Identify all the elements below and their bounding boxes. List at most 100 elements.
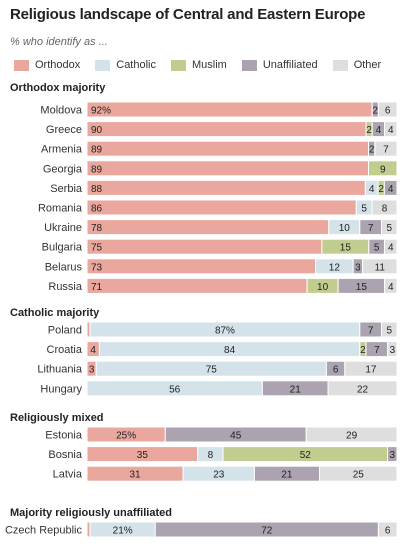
legend-swatch-orthodox [14, 59, 29, 71]
bar-segment-orthodox [86, 179, 366, 196]
data-label-unaffiliated: 45 [230, 431, 242, 442]
bar-segment-unaffiliated [387, 446, 398, 463]
bar-segment-other [362, 258, 398, 275]
data-label-other: 8 [382, 204, 388, 215]
data-label-muslim: 2 [360, 345, 366, 356]
bar-segment-other [374, 140, 398, 157]
bar-segment-orthodox [86, 160, 370, 177]
data-label-orthodox: 89 [91, 145, 103, 156]
data-label-orthodox: 90 [91, 125, 103, 136]
data-label-other: 5 [386, 223, 392, 234]
data-label-muslim: 15 [340, 243, 352, 254]
country-label: Czech Republic [5, 525, 83, 537]
data-label-other: 6 [385, 526, 391, 537]
data-label-orthodox: 25% [116, 431, 136, 442]
bar-segment-muslim [368, 160, 398, 177]
data-label-other: 7 [383, 145, 389, 156]
data-label-other: 25 [353, 470, 365, 481]
bar-segment-other [371, 199, 398, 216]
bar-segment-other [383, 238, 398, 255]
data-label-unaffiliated: 21 [281, 470, 293, 481]
country-label: Greece [46, 124, 82, 136]
legend-label-unaffiliated: Unaffiliated [262, 59, 318, 71]
data-label-catholic: 5 [361, 204, 367, 215]
country-label: Belarus [45, 261, 83, 273]
chart-subtitle: % who identify as ... [10, 36, 108, 48]
bar-segment-orthodox [86, 238, 323, 255]
country-label: Estonia [45, 430, 83, 442]
data-label-unaffiliated: 72 [261, 526, 273, 537]
legend-item-muslim: Muslim [171, 59, 227, 71]
data-label-other: 29 [346, 431, 358, 442]
country-label: Lithuania [37, 364, 83, 376]
bar-segment-other [381, 219, 398, 236]
data-label-catholic: 10 [339, 223, 351, 234]
legend-swatch-catholic [95, 59, 111, 71]
bar-segment-other [319, 465, 398, 482]
country-label: Hungary [40, 383, 82, 395]
data-label-orthodox: 4 [90, 345, 96, 356]
data-label-unaffiliated: 15 [356, 282, 368, 293]
bar-segment-orthodox [86, 121, 367, 138]
data-label-orthodox: 35 [137, 450, 149, 461]
data-label-other: 22 [357, 384, 369, 395]
data-label-orthodox: 92% [91, 106, 111, 117]
data-label-orthodox: 78 [91, 223, 103, 234]
country-label: Russia [48, 281, 83, 293]
legend-item-catholic: Catholic [95, 59, 156, 71]
country-label: Latvia [53, 469, 83, 481]
data-label-other: 4 [388, 243, 394, 254]
data-label-unaffiliated: 6 [333, 365, 339, 376]
bar-segment-other [384, 121, 398, 138]
data-label-other: 3 [390, 345, 396, 356]
data-label-orthodox: 75 [91, 243, 103, 254]
data-label-catholic: 84 [224, 345, 236, 356]
bar-segment-other [305, 426, 398, 443]
data-label-muslim: 2 [378, 184, 384, 195]
data-label-unaffiliated: 5 [374, 243, 380, 254]
country-label: Romania [38, 203, 83, 215]
bar-segment-other [381, 321, 398, 338]
data-label-orthodox: 73 [91, 262, 103, 273]
data-label-catholic: 87% [215, 326, 235, 337]
legend-label-muslim: Muslim [192, 59, 227, 71]
data-label-orthodox: 88 [91, 184, 103, 195]
bar-segment-orthodox [86, 140, 370, 157]
group-header: Religiously mixed [10, 412, 104, 424]
country-label: Bulgaria [42, 242, 83, 254]
bar-segment-unaffiliated [383, 179, 398, 196]
bar-segment-other [384, 277, 398, 294]
country-label: Armenia [41, 144, 83, 156]
data-label-unaffiliated: 7 [368, 223, 374, 234]
legend-swatch-other [332, 59, 348, 71]
data-label-unaffiliated: 4 [376, 125, 382, 136]
legend-item-other: Other [332, 59, 382, 71]
data-label-other: 4 [388, 282, 394, 293]
bar-segment-other [387, 341, 398, 358]
data-label-other: 17 [365, 365, 377, 376]
data-label-catholic: 12 [329, 262, 341, 273]
group-header: Catholic majority [10, 307, 100, 319]
bar-segment-other [377, 101, 398, 118]
data-label-catholic: 23 [213, 470, 225, 481]
legend-item-orthodox: Orthodox [14, 59, 80, 71]
data-label-other: 6 [385, 106, 391, 117]
legend-swatch-unaffiliated [241, 59, 257, 71]
data-label-catholic: 21% [113, 526, 133, 537]
country-label: Croatia [47, 344, 83, 356]
bar-segment-other [344, 360, 398, 377]
data-label-unaffiliated: 3 [389, 450, 395, 461]
data-label-catholic: 75 [206, 365, 218, 376]
data-label-unaffiliated: 4 [388, 184, 394, 195]
legend-label-other: Other [353, 59, 382, 71]
country-label: Ukraine [44, 222, 82, 234]
data-label-other: 11 [375, 262, 386, 273]
chart-title: Religious landscape of Central and Easte… [10, 6, 366, 23]
bar-segment-other [377, 521, 398, 538]
data-label-other: 4 [388, 125, 394, 136]
country-label: Bosnia [48, 449, 83, 461]
bar-segment-orthodox [86, 258, 317, 275]
data-label-catholic: 8 [208, 450, 214, 461]
data-label-muslim: 52 [300, 450, 312, 461]
